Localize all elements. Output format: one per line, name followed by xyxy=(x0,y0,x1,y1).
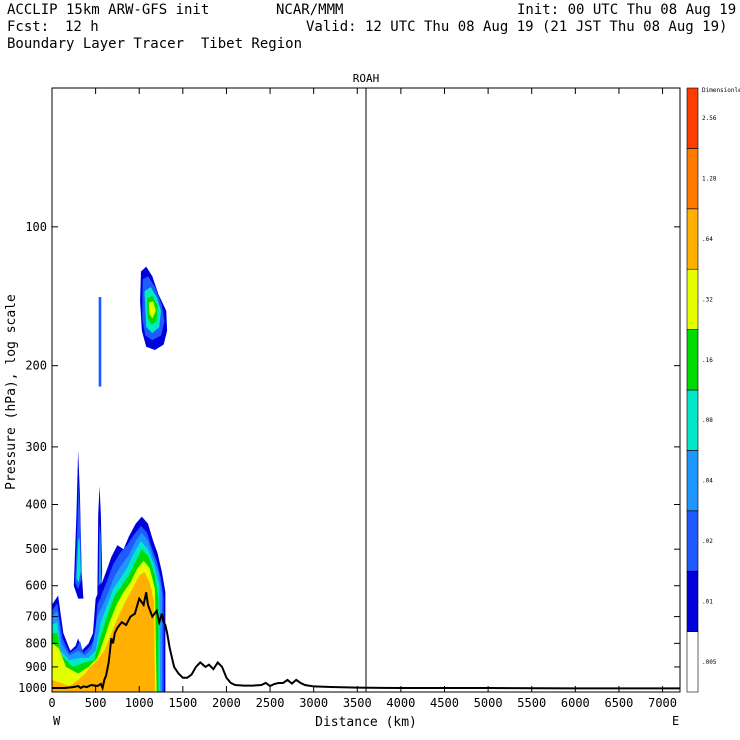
y-tick-label: 900 xyxy=(25,660,47,674)
x-tick-label: 6000 xyxy=(561,696,590,710)
tracer-field xyxy=(52,266,168,692)
colorbar-level-label: .16 xyxy=(702,357,713,364)
x-end-label-right: E xyxy=(672,714,679,728)
terrain-profile xyxy=(52,592,680,692)
x-tick-label: 0 xyxy=(48,696,55,710)
x-tick-label: 2000 xyxy=(212,696,241,710)
y-tick-label: 600 xyxy=(25,579,47,593)
x-tick-label: 4500 xyxy=(430,696,459,710)
colorbar-swatch xyxy=(686,570,699,632)
x-tick-label: 4000 xyxy=(386,696,415,710)
header-model: ACCLIP 15km ARW-GFS init xyxy=(7,2,210,18)
colorbar-swatch xyxy=(686,329,699,391)
colorbar-swatch xyxy=(686,631,699,693)
header-valid: Valid: 12 UTC Thu 08 Aug 19 (21 JST Thu … xyxy=(306,19,728,35)
x-tick-label: 500 xyxy=(85,696,107,710)
x-tick-label: 5000 xyxy=(474,696,503,710)
colorbar-level-label: .01 xyxy=(702,598,713,605)
plume-contour-08 xyxy=(76,536,81,583)
colorbar-level-label: 2.56 xyxy=(702,115,717,122)
colorbar-swatch xyxy=(686,510,699,572)
y-tick-label: 800 xyxy=(25,636,47,650)
x-tick-label: 2500 xyxy=(256,696,285,710)
y-tick-label: 200 xyxy=(25,359,47,373)
plot-frame xyxy=(51,87,681,693)
x-tick-label: 3000 xyxy=(299,696,328,710)
y-tick-label: 1000 xyxy=(18,681,47,695)
colorbar-level-label: .02 xyxy=(702,538,713,545)
x-end-label-left: W xyxy=(53,714,61,728)
colorbar-swatch xyxy=(686,148,699,210)
colorbar-level-label: .08 xyxy=(702,417,713,424)
y-tick-label: 500 xyxy=(25,542,47,556)
upper-thin-column xyxy=(98,297,102,387)
header-init: Init: 00 UTC Thu 08 Aug 19 xyxy=(517,2,737,18)
colorbar-swatch xyxy=(686,268,699,330)
y-tick-label: 300 xyxy=(25,440,47,454)
x-tick-label: 6500 xyxy=(604,696,633,710)
colorbar-level-label: 1.28 xyxy=(702,176,717,183)
y-tick-label: 100 xyxy=(25,220,47,234)
x-axis-label: Distance (km) xyxy=(315,715,417,730)
colorbar-level-label: .32 xyxy=(702,296,713,303)
header-fcst-label: Fcst: xyxy=(7,19,50,35)
x-tick-label: 1500 xyxy=(168,696,197,710)
tracer-contour-64 xyxy=(52,571,155,692)
colorbar-level-label: .64 xyxy=(702,236,713,243)
y-tick-label: 700 xyxy=(25,610,47,624)
header-product: Boundary Layer Tracer Tibet Region xyxy=(7,36,303,52)
colorbar: .005 .01 .02 .04 .08 .16 .32 .64 1.28 2.56 Dimensi… xyxy=(686,87,740,693)
colorbar-swatch xyxy=(686,208,699,270)
y-axis-label: Pressure (hPa), log scale xyxy=(4,294,19,490)
colorbar-level-label: .005 xyxy=(702,659,717,666)
plume-contour-04b xyxy=(98,523,102,586)
y-axis-ticks: 100 200 300 400 500 600 700 800 900 1000 xyxy=(18,220,680,695)
chart-title: ROAH xyxy=(353,72,380,85)
x-tick-label: 7000 xyxy=(648,696,677,710)
colorbar-units-label: Dimensionless xyxy=(702,87,740,94)
x-tick-label: 1000 xyxy=(125,696,154,710)
colorbar-swatch xyxy=(686,450,699,512)
upper-contour-32 xyxy=(148,301,156,319)
x-tick-label: 5500 xyxy=(517,696,546,710)
colorbar-level-label: .04 xyxy=(702,478,713,485)
terrain-line xyxy=(52,592,680,692)
y-tick-label: 400 xyxy=(25,498,47,512)
colorbar-swatch xyxy=(686,87,699,149)
header-org: NCAR/MMM xyxy=(276,2,344,18)
x-axis-ticks: 0 500 1000 1500 2000 2500 3000 3500 4000 4500 5000… xyxy=(48,88,677,710)
header-fcst-value: 12 h xyxy=(65,19,99,35)
x-tick-label: 3500 xyxy=(343,696,372,710)
colorbar-swatch xyxy=(686,389,699,451)
